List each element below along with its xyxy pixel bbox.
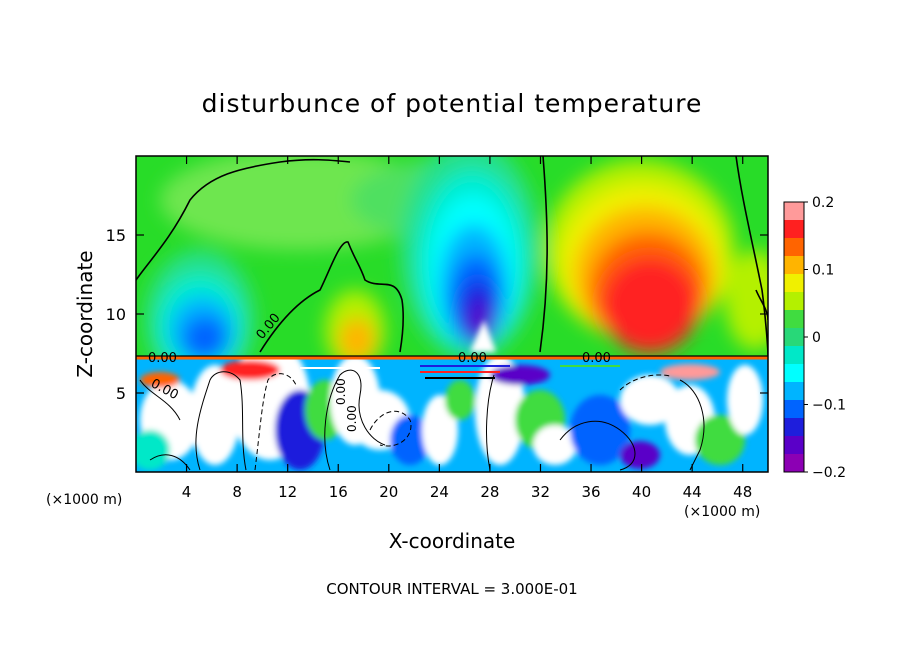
x-unit-left: (×1000 m) [46, 492, 122, 508]
colorbar-cell [784, 256, 804, 275]
x-tick-label: 16 [329, 483, 348, 501]
colorbar-tick-label: −0.2 [812, 465, 846, 481]
contour-label: 0.00 [458, 351, 487, 366]
colorbar-tick-label: −0.1 [812, 398, 846, 414]
colorbar-cell [784, 238, 804, 257]
colorbar-cell [784, 310, 804, 329]
contour-interval-note: CONTOUR INTERVAL = 3.000E-01 [326, 580, 577, 598]
contour-label: 0.00 [334, 378, 348, 405]
y-axis: 5 10 15 [106, 226, 768, 403]
y-tick-label: 10 [106, 305, 126, 324]
y-axis-title: Z-coordinate [73, 250, 97, 377]
x-tick-label: 36 [581, 483, 600, 501]
y-tick-label: 15 [106, 226, 126, 245]
lower-field [136, 356, 768, 472]
colorbar-cell [784, 274, 804, 293]
colorbar-cell [784, 400, 804, 419]
x-unit-right: (×1000 m) [684, 504, 760, 520]
colorbar-cells [784, 202, 804, 473]
colorbar-cell [784, 454, 804, 473]
colorbar-tick-label: 0.2 [812, 195, 834, 211]
x-tick-label: 48 [733, 483, 752, 501]
colorbar-cell [784, 364, 804, 383]
colorbar-cell [784, 328, 804, 347]
chart-title: disturbunce of potential temperature [202, 89, 703, 118]
colorbar-cell [784, 202, 804, 221]
contour-label: 0.00 [582, 351, 611, 366]
colorbar-cell [784, 436, 804, 455]
colorbar-labels: 0.2 0.1 0 −0.1 −0.2 [804, 195, 846, 481]
x-axis-title: X-coordinate [389, 529, 516, 553]
colorbar-cell [784, 220, 804, 239]
colorbar-cell [784, 418, 804, 437]
contour-label: 0.00 [345, 405, 359, 432]
x-tick-label: 8 [232, 483, 242, 501]
contour-lines [136, 156, 768, 357]
x-tick-label: 12 [278, 483, 297, 501]
x-tick-label: 32 [531, 483, 550, 501]
x-tick-label: 40 [632, 483, 651, 501]
x-tick-label: 28 [480, 483, 499, 501]
plot-area [136, 156, 768, 472]
contour-label: 0.00 [148, 351, 177, 366]
colorbar-tick-label: 0 [812, 330, 821, 346]
x-tick-label: 24 [430, 483, 449, 501]
upper-field [145, 156, 768, 358]
colorbar-cell [784, 292, 804, 311]
x-axis: 4 8 12 16 20 24 28 32 36 40 44 48 [182, 156, 752, 501]
x-tick-label: 20 [379, 483, 398, 501]
colorbar-tick-label: 0.1 [812, 263, 834, 279]
colorbar-cell [784, 382, 804, 401]
colorbar-cell [784, 346, 804, 365]
x-tick-label: 4 [182, 483, 192, 501]
y-tick-label: 5 [116, 384, 126, 403]
x-tick-label: 44 [683, 483, 702, 501]
colorbar: 0.2 0.1 0 −0.1 −0.2 [783, 195, 846, 481]
